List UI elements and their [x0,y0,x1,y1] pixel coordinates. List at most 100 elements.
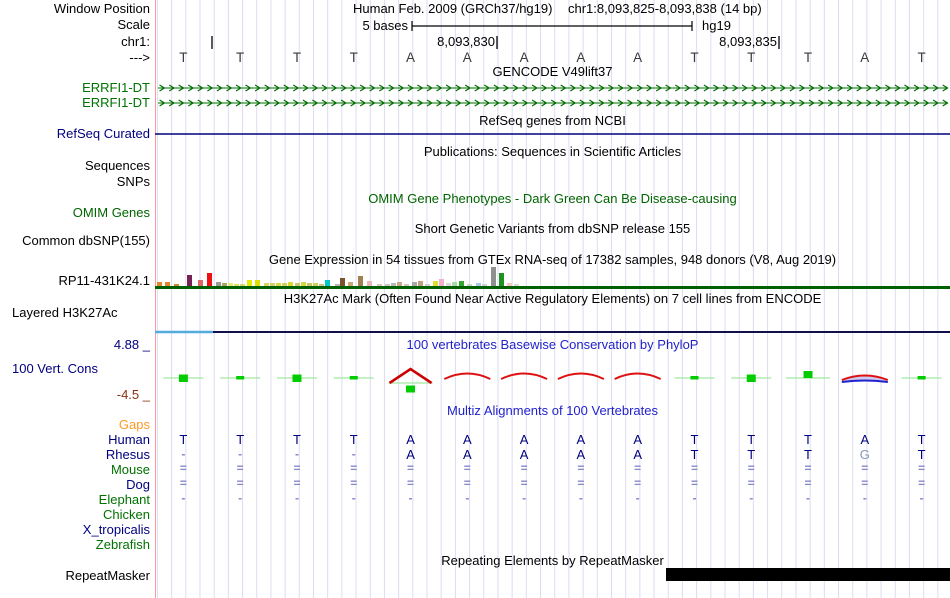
track-label-sequences[interactable]: Sequences [84,158,150,173]
gencode-title: GENCODE V49lift37 [492,64,613,79]
multiz-cell-mouse: = [861,461,869,475]
track-label-refseq-curated[interactable]: RefSeq Curated [56,126,150,141]
errfi1-dt-gene-line-2[interactable] [158,99,949,107]
multiz-cell-dog: = [350,476,358,490]
species-label-x-tropicalis[interactable]: X_tropicalis [82,522,150,537]
multiz-cell-dog: = [577,476,585,490]
track-label-snps[interactable]: SNPs [116,174,150,189]
multiz-cell-rhesus: T [804,447,813,462]
multiz-cell-rhesus: A [576,447,586,462]
phylop-scale-max: 4.88 _ [113,337,150,352]
multiz-cell-elephant: - [522,491,527,505]
species-label-human[interactable]: Human [108,432,150,447]
multiz-cell-mouse: = [634,461,642,475]
multiz-cell-elephant: - [862,491,867,505]
species-label-dog[interactable]: Dog [126,477,150,492]
multiz-cell-elephant: - [465,491,470,505]
gene-label-errfi1-dt-2[interactable]: ERRFI1-DT [82,95,150,110]
sequence-base: T [690,50,699,65]
gtex-title: Gene Expression in 54 tissues from GTEx … [268,252,837,267]
species-label-elephant[interactable]: Elephant [98,492,150,507]
multiz-cell-dog: = [293,476,301,490]
multiz-cell-human: A [860,432,870,447]
species-label-gaps[interactable]: Gaps [118,417,150,432]
multiz-cell-mouse: = [690,461,698,475]
repeatmasker-element-bar[interactable] [666,568,950,581]
dbsnp-title: Short Genetic Variants from dbSNP releas… [414,221,691,236]
gene-label-errfi1-dt-1[interactable]: ERRFI1-DT [82,80,150,95]
multiz-cell-dog: = [747,476,755,490]
multiz-cell-human: T [179,432,188,447]
sequence-base: T [917,50,926,65]
track-label-common-dbsnp[interactable]: Common dbSNP(155) [22,233,150,248]
sequence-base: T [803,50,813,65]
multiz-cell-rhesus: - [181,447,186,461]
multiz-cell-mouse: = [520,461,528,475]
multiz-cell-dog: = [463,476,471,490]
multiz-cell-elephant: - [578,491,583,505]
multiz-cell-human: A [462,432,472,447]
phylop-conservation-track[interactable] [163,367,942,393]
multiz-cell-human: T [236,432,245,447]
multiz-cell-rhesus: A [462,447,472,462]
multiz-cell-elephant: - [919,491,924,505]
track-label-repeatmasker[interactable]: RepeatMasker [65,568,150,583]
multiz-cell-human: T [292,432,301,447]
species-label-chicken[interactable]: Chicken [103,507,150,522]
multiz-cell-elephant: - [181,491,186,505]
multiz-cell-elephant: - [351,491,356,505]
multiz-cell-mouse: = [350,461,358,475]
multiz-cell-rhesus: T [690,447,699,462]
sequence-base: A [519,50,529,65]
multiz-cell-human: T [804,432,813,447]
sequence-base: A [633,50,643,65]
multiz-cell-dog: = [861,476,869,490]
species-label-mouse[interactable]: Mouse [110,462,150,477]
multiz-cell-mouse: = [293,461,301,475]
multiz-cell-dog: = [407,476,415,490]
multiz-cell-dog: = [690,476,698,490]
multiz-cell-rhesus: A [633,447,643,462]
sequence-base: T [179,50,188,65]
multiz-cell-elephant: - [692,491,697,505]
multiz-cell-dog: = [918,476,926,490]
multiz-cell-rhesus: G [859,447,870,462]
multiz-cell-rhesus: A [519,447,529,462]
multiz-cell-rhesus: - [294,447,299,461]
track-label-omim-genes[interactable]: OMIM Genes [72,205,150,220]
sequence-base: T [349,50,358,65]
assembly-title: Human Feb. 2009 (GRCh37/hg19) [353,1,553,16]
species-label-zebrafish[interactable]: Zebrafish [95,537,150,552]
repeatmasker-title: Repeating Elements by RepeatMasker [441,553,664,568]
coordinate-label: 8,093,835 [719,34,777,49]
multiz-cell-dog: = [804,476,812,490]
multiz-cell-mouse: = [918,461,926,475]
sequence-base: A [406,50,416,65]
gtex-expression-bars[interactable] [155,267,950,289]
multiz-title: Multiz Alignments of 100 Vertebrates [446,403,658,418]
h3k27ac-title: H3K27Ac Mark (Often Found Near Active Re… [283,291,822,306]
multiz-cell-rhesus: T [917,447,926,462]
column-gridlines [156,0,939,598]
assembly-short: hg19 [702,18,731,33]
multiz-cell-dog: = [179,476,187,490]
phylop-title: 100 vertebrates Basewise Conservation by… [406,337,699,352]
track-label-gtex-gene[interactable]: RP11-431K24.1 [58,273,150,288]
sequence-base: T [292,50,302,65]
scale-ruler [411,21,693,31]
multiz-cell-human: A [576,432,586,447]
track-label-100-vert-cons[interactable]: 100 Vert. Cons [12,361,98,376]
coordinate-label: 8,093,830 [437,34,495,49]
label-chrom: chr1: [121,34,150,49]
refseq-title: RefSeq genes from NCBI [479,113,626,128]
multiz-cell-dog: = [236,476,244,490]
species-label-rhesus[interactable]: Rhesus [105,447,150,462]
multiz-cell-human: A [633,432,643,447]
multiz-cell-rhesus: T [747,447,756,462]
errfi1-dt-gene-line-1[interactable] [158,84,949,92]
track-label-layered-h3k27ac[interactable]: Layered H3K27Ac [12,305,118,320]
multiz-cell-human: T [349,432,358,447]
label-window-position: Window Position [53,1,150,16]
